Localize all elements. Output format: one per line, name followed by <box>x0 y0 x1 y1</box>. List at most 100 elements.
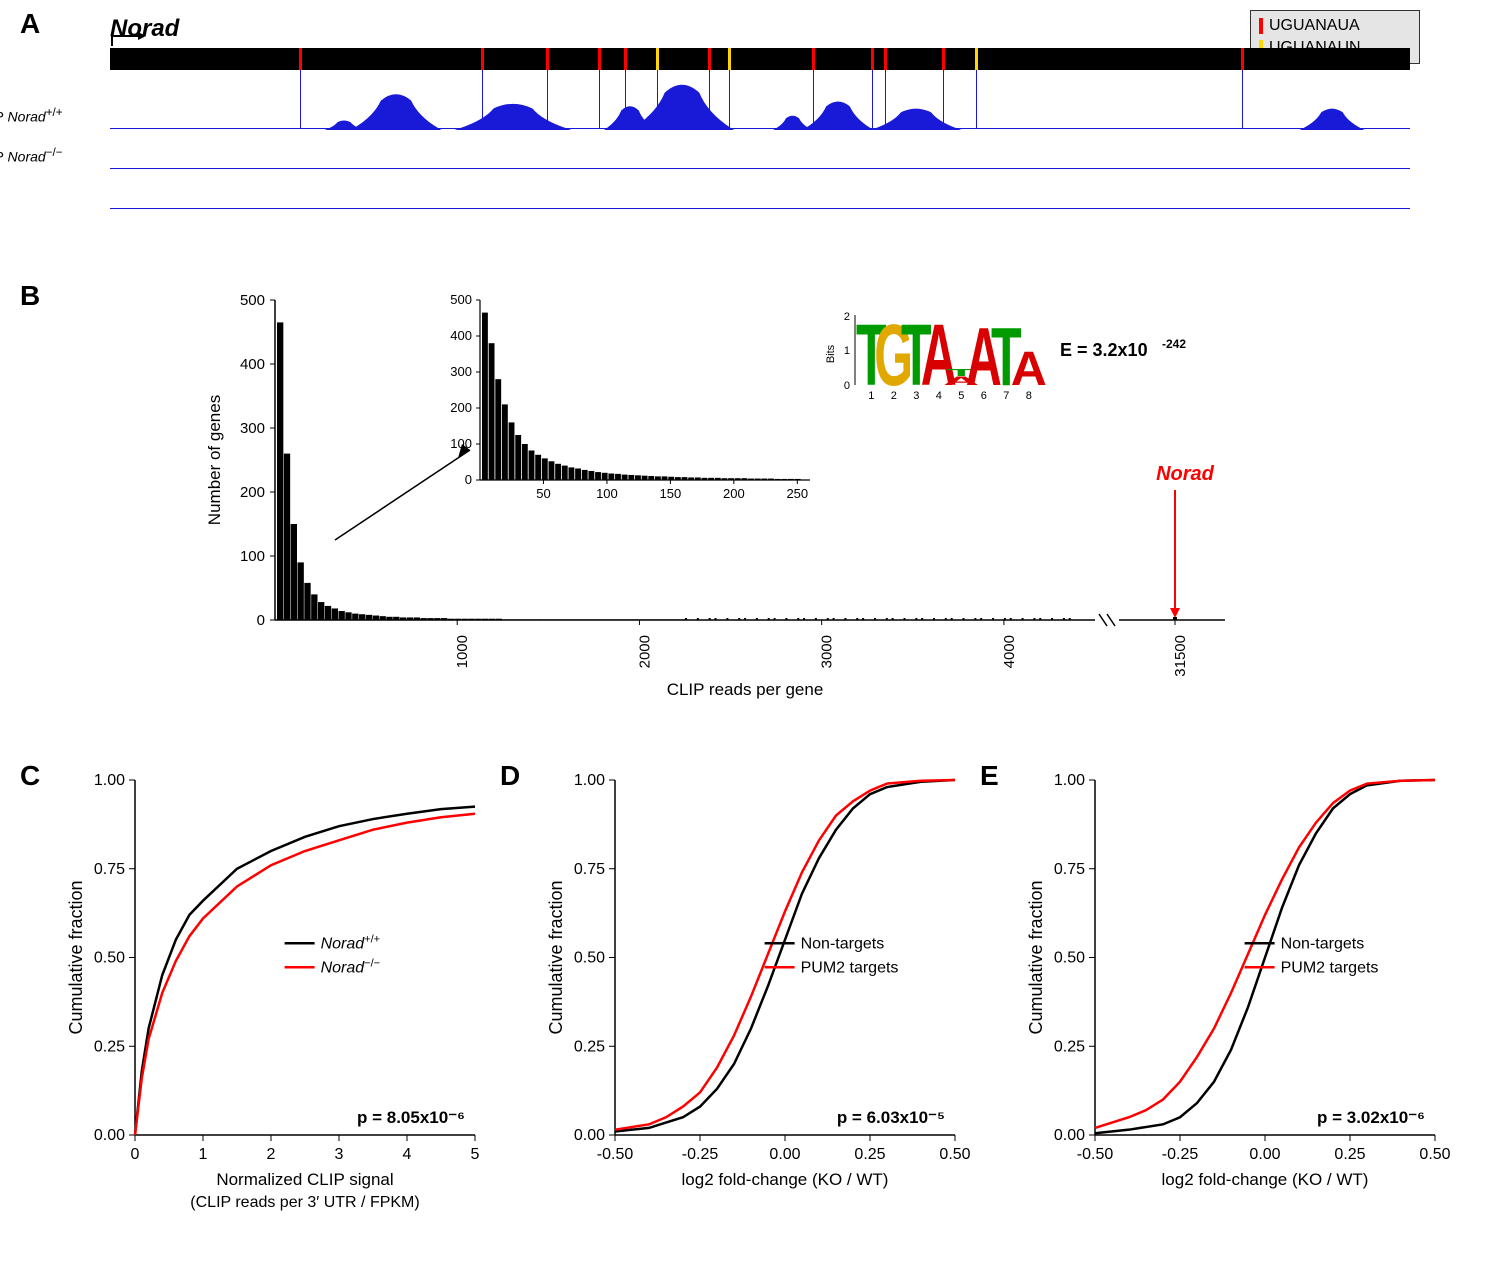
svg-text:Number of genes: Number of genes <box>205 395 224 525</box>
svg-text:0.50: 0.50 <box>939 1146 970 1163</box>
track3-line <box>110 208 1410 209</box>
svg-text:200: 200 <box>240 484 265 501</box>
svg-text:Cumulative fraction: Cumulative fraction <box>1026 880 1046 1034</box>
panel-b-chart: 0100200300400500100020003000400031500Nor… <box>200 280 1300 700</box>
svg-text:4: 4 <box>936 390 942 402</box>
svg-text:1: 1 <box>199 1146 208 1163</box>
svg-text:PUM2 targets: PUM2 targets <box>801 959 899 976</box>
svg-text:Norad−/−: Norad−/− <box>321 957 380 976</box>
svg-text:0.50: 0.50 <box>1054 950 1085 967</box>
svg-text:8: 8 <box>1026 390 1032 402</box>
svg-text:0: 0 <box>844 380 850 392</box>
svg-text:0.75: 0.75 <box>1054 861 1085 878</box>
svg-text:-0.25: -0.25 <box>682 1146 719 1163</box>
svg-text:0.75: 0.75 <box>94 861 125 878</box>
svg-text:0.00: 0.00 <box>1249 1146 1280 1163</box>
svg-text:5: 5 <box>471 1146 480 1163</box>
svg-text:0.50: 0.50 <box>94 950 125 967</box>
figure-container: A UGUANAUA UGUANAUN Norad PUM2 CLIP Nora… <box>0 0 1500 1281</box>
track2-line <box>110 168 1410 169</box>
svg-text:500: 500 <box>450 292 472 307</box>
panel-d: 0.000.250.500.751.00-0.50-0.250.000.250.… <box>540 760 970 1230</box>
svg-text:1.00: 1.00 <box>574 772 605 789</box>
svg-text:Cumulative fraction: Cumulative fraction <box>546 880 566 1034</box>
svg-text:-0.25: -0.25 <box>1162 1146 1199 1163</box>
panel-b-label: B <box>20 280 40 312</box>
panel-c-label: C <box>20 760 40 792</box>
svg-text:150: 150 <box>660 486 682 501</box>
track2-italic: Norad <box>8 149 46 165</box>
panel-c-chart: 0.000.250.500.751.00012345Norad+/+Norad−… <box>60 760 490 1230</box>
svg-text:Non-targets: Non-targets <box>801 935 885 952</box>
svg-text:6: 6 <box>981 390 987 402</box>
svg-text:31500: 31500 <box>1172 635 1189 677</box>
svg-text:CLIP reads per gene: CLIP reads per gene <box>667 680 824 699</box>
svg-text:2000: 2000 <box>636 635 653 668</box>
svg-text:7: 7 <box>1003 390 1009 402</box>
svg-text:1.00: 1.00 <box>1054 772 1085 789</box>
svg-text:200: 200 <box>723 486 745 501</box>
track1-sup: +/+ <box>46 106 63 119</box>
svg-text:400: 400 <box>450 328 472 343</box>
svg-text:0: 0 <box>465 472 472 487</box>
panel-e-chart: 0.000.250.500.751.00-0.50-0.250.000.250.… <box>1020 760 1450 1230</box>
panel-d-chart: 0.000.250.500.751.00-0.50-0.250.000.250.… <box>540 760 970 1230</box>
svg-text:p = 8.05x10⁻⁶: p = 8.05x10⁻⁶ <box>357 1108 465 1127</box>
svg-text:0.25: 0.25 <box>574 1038 605 1055</box>
panel-e-label: E <box>980 760 999 792</box>
svg-text:0: 0 <box>131 1146 140 1163</box>
norad-gene-bar <box>110 48 1410 70</box>
svg-text:0: 0 <box>257 612 265 629</box>
svg-text:1000: 1000 <box>454 635 471 668</box>
svg-text:0.00: 0.00 <box>769 1146 800 1163</box>
svg-text:Non-targets: Non-targets <box>1281 935 1365 952</box>
svg-text:250: 250 <box>786 486 808 501</box>
svg-text:4: 4 <box>403 1146 412 1163</box>
track1-italic: Norad <box>8 109 46 125</box>
svg-text:3: 3 <box>913 390 919 402</box>
svg-text:0.75: 0.75 <box>574 861 605 878</box>
panel-c: 0.000.250.500.751.00012345Norad+/+Norad−… <box>60 760 490 1230</box>
svg-text:Norad+/+: Norad+/+ <box>321 933 380 952</box>
track3-label: Input <box>0 186 105 202</box>
svg-text:1.00: 1.00 <box>94 772 125 789</box>
svg-text:-242: -242 <box>1162 337 1186 351</box>
panel-d-label: D <box>500 760 520 792</box>
svg-text:50: 50 <box>536 486 550 501</box>
legend-red-label: UGUANAUA <box>1269 17 1360 35</box>
panel-b: 0100200300400500100020003000400031500Nor… <box>200 280 1300 700</box>
svg-text:-0.50: -0.50 <box>1077 1146 1114 1163</box>
svg-text:0.00: 0.00 <box>574 1127 605 1144</box>
svg-text:Normalized CLIP signal: Normalized CLIP signal <box>216 1170 393 1189</box>
panel-a: UGUANAUA UGUANAUN Norad PUM2 CLIP Norad+… <box>50 10 1450 240</box>
svg-text:p = 6.03x10⁻⁵: p = 6.03x10⁻⁵ <box>837 1108 945 1127</box>
track2-sup: −/− <box>46 146 63 159</box>
svg-text:0.25: 0.25 <box>1054 1038 1085 1055</box>
svg-text:Norad: Norad <box>1156 463 1215 485</box>
svg-text:E = 3.2x10: E = 3.2x10 <box>1060 340 1148 360</box>
svg-text:300: 300 <box>240 420 265 437</box>
tick-red-icon <box>1259 18 1263 34</box>
svg-text:p = 3.02x10⁻⁶: p = 3.02x10⁻⁶ <box>1317 1108 1425 1127</box>
svg-text:Bits: Bits <box>825 344 837 363</box>
svg-text:1: 1 <box>868 390 874 402</box>
svg-text:1: 1 <box>844 345 850 357</box>
svg-text:2: 2 <box>844 311 850 323</box>
panel-e: 0.000.250.500.751.00-0.50-0.250.000.250.… <box>1020 760 1450 1230</box>
svg-text:100: 100 <box>240 548 265 565</box>
svg-text:PUM2 targets: PUM2 targets <box>1281 959 1379 976</box>
svg-text:300: 300 <box>450 364 472 379</box>
svg-text:0.00: 0.00 <box>94 1127 125 1144</box>
svg-text:0.25: 0.25 <box>1334 1146 1365 1163</box>
svg-text:log2 fold-change (KO / WT): log2 fold-change (KO / WT) <box>682 1170 889 1189</box>
legend-row-red: UGUANAUA <box>1259 15 1411 37</box>
svg-text:Cumulative fraction: Cumulative fraction <box>66 880 86 1034</box>
track2-plain: PUM2 CLIP <box>0 149 8 165</box>
svg-text:0.25: 0.25 <box>94 1038 125 1055</box>
svg-text:100: 100 <box>596 486 618 501</box>
svg-text:0.50: 0.50 <box>574 950 605 967</box>
svg-text:200: 200 <box>450 400 472 415</box>
svg-text:5: 5 <box>958 390 964 402</box>
svg-text:log2 fold-change (KO / WT): log2 fold-change (KO / WT) <box>1162 1170 1369 1189</box>
svg-text:2: 2 <box>891 390 897 402</box>
